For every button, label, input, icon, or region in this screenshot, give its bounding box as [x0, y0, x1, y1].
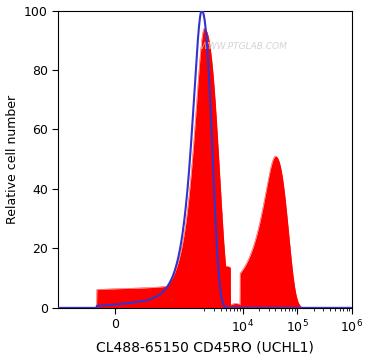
- Y-axis label: Relative cell number: Relative cell number: [6, 95, 18, 224]
- Text: WWW.PTGLAB.COM: WWW.PTGLAB.COM: [199, 42, 287, 51]
- X-axis label: CL488-65150 CD45RO (UCHL1): CL488-65150 CD45RO (UCHL1): [96, 341, 314, 355]
